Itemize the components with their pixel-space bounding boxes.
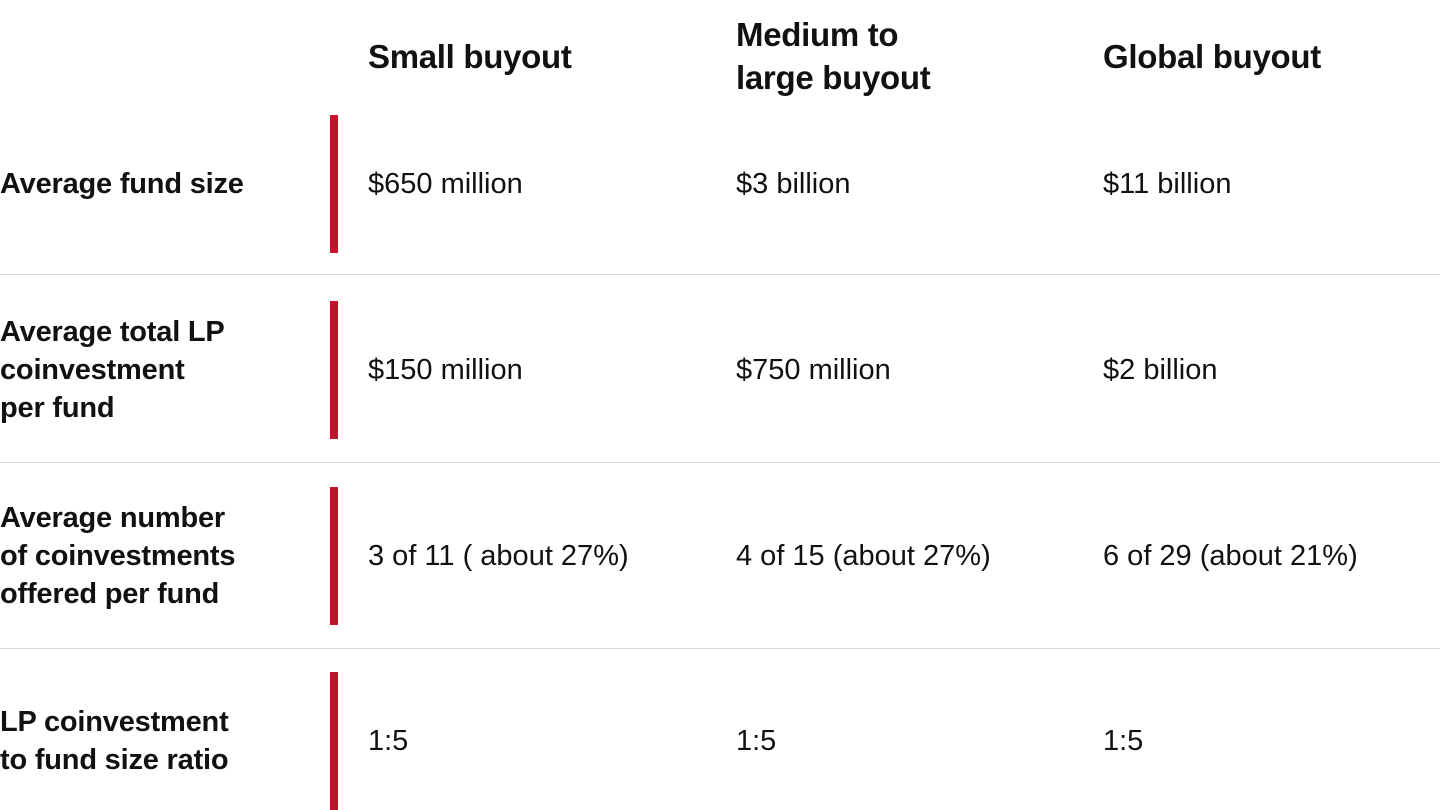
- row-divider: [0, 462, 1440, 463]
- table-cell: $650 million: [368, 168, 523, 200]
- table-cell: 4 of 15 (about 27%): [736, 540, 991, 572]
- column-header-medium-to-large-buyout: Medium to large buyout: [736, 16, 931, 96]
- table-row-average-fund-size: Average fund size $650 million $3 billio…: [0, 115, 1440, 253]
- row-accent-bar: [330, 115, 338, 253]
- row-label: Average total LP coinvestment per fund: [0, 316, 225, 424]
- column-header-small-buyout: Small buyout: [368, 37, 572, 75]
- table-cell: $2 billion: [1103, 354, 1218, 386]
- table-cell: 1:5: [368, 725, 409, 757]
- row-accent-bar: [330, 301, 338, 439]
- table-row-lp-coinvestment-ratio: LP coinvestment to fund size ratio 1:5 1…: [0, 672, 1440, 810]
- table-cell: $750 million: [736, 354, 891, 386]
- column-header-global-buyout: Global buyout: [1103, 37, 1321, 75]
- row-divider: [0, 648, 1440, 649]
- row-label: Average number of coinvestments offered …: [0, 502, 236, 610]
- table-row-average-number-of-coinvestments: Average number of coinvestments offered …: [0, 487, 1440, 625]
- table-cell: 1:5: [736, 725, 777, 757]
- table-cell: $3 billion: [736, 168, 851, 200]
- table-row-average-total-lp-coinvestment: Average total LP coinvestment per fund $…: [0, 301, 1440, 439]
- row-label: Average fund size: [0, 168, 244, 200]
- row-accent-bar: [330, 487, 338, 625]
- table-cell: 6 of 29 (about 21%): [1103, 540, 1358, 572]
- table-cell: 3 of 11 ( about 27%): [368, 540, 629, 572]
- row-divider: [0, 274, 1440, 275]
- table-cell: 1:5: [1103, 725, 1144, 757]
- row-label: LP coinvestment to fund size ratio: [0, 706, 229, 776]
- table-cell: $11 billion: [1103, 168, 1232, 200]
- table-cell: $150 million: [368, 354, 523, 386]
- row-accent-bar: [330, 672, 338, 810]
